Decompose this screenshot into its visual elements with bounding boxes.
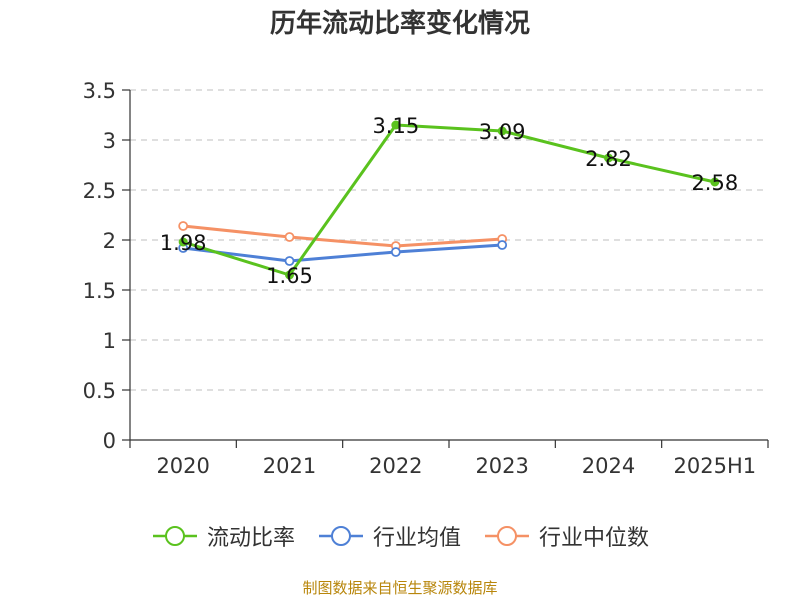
data-point <box>710 177 720 187</box>
data-point <box>178 221 189 231</box>
data-point <box>497 240 508 250</box>
x-tick-label: 2020 <box>156 454 209 478</box>
data-point <box>284 256 295 266</box>
data-label: 3.09 <box>479 120 526 144</box>
y-tick-label: 0.5 <box>83 379 116 403</box>
legend-label: 行业均值 <box>372 526 461 551</box>
y-tick-label: 3 <box>103 129 116 153</box>
legend-marker <box>330 526 351 546</box>
x-tick-label: 2022 <box>369 454 422 478</box>
series-lines <box>178 120 720 280</box>
data-point <box>497 126 507 136</box>
legend-swatch <box>318 526 363 546</box>
legend-item[interactable]: 行业均值 <box>317 520 461 552</box>
series-line <box>183 243 503 263</box>
x-tick-label: 2025H1 <box>674 454 757 478</box>
data-point <box>604 153 613 163</box>
legend: 流动比率 行业均值 行业中位数 <box>0 520 800 552</box>
data-label: 1.65 <box>266 264 313 288</box>
axes: 0 0.5 1 1.5 2 2.5 3 3.5 2020 2021 2022 2023 2024 2025… <box>83 79 769 478</box>
data-label: 1.98 <box>160 231 207 255</box>
legend-item[interactable]: 流动比率 <box>151 520 295 552</box>
legend-item[interactable]: 行业中位数 <box>483 520 649 552</box>
series-line <box>183 224 503 248</box>
chart-title: 历年流动比率变化情况 <box>269 9 530 39</box>
y-tick-label: 1.5 <box>83 279 116 303</box>
legend-swatch <box>485 526 529 546</box>
grid-lines <box>130 89 768 391</box>
series-line <box>182 123 716 277</box>
y-tick-label: 2 <box>103 229 116 253</box>
legend-marker <box>164 526 185 546</box>
legend-label: 行业中位数 <box>539 526 650 551</box>
x-tick-label: 2024 <box>582 454 635 478</box>
data-label: 2.58 <box>691 171 738 195</box>
legend-swatch <box>152 526 197 546</box>
data-label: 3.15 <box>372 114 419 138</box>
data-label: 2.82 <box>585 147 632 171</box>
data-point <box>390 247 401 257</box>
x-tick-label: 2023 <box>475 454 528 478</box>
legend-marker <box>497 526 517 546</box>
data-point <box>284 232 295 242</box>
y-tick-label: 0 <box>103 429 116 453</box>
y-tick-label: 1 <box>103 329 116 353</box>
data-point <box>285 270 294 280</box>
legend-label: 流动比率 <box>206 526 295 551</box>
data-point <box>178 237 188 247</box>
data-labels: 1.98 1.65 3.15 3.09 2.82 2.58 <box>160 114 738 288</box>
y-tick-label: 2.5 <box>83 179 116 203</box>
y-tick-label: 3.5 <box>83 79 116 103</box>
x-tick-label: 2021 <box>263 454 316 478</box>
data-point <box>391 120 401 130</box>
source-note: 制图数据来自恒生聚源数据库 <box>302 579 498 597</box>
